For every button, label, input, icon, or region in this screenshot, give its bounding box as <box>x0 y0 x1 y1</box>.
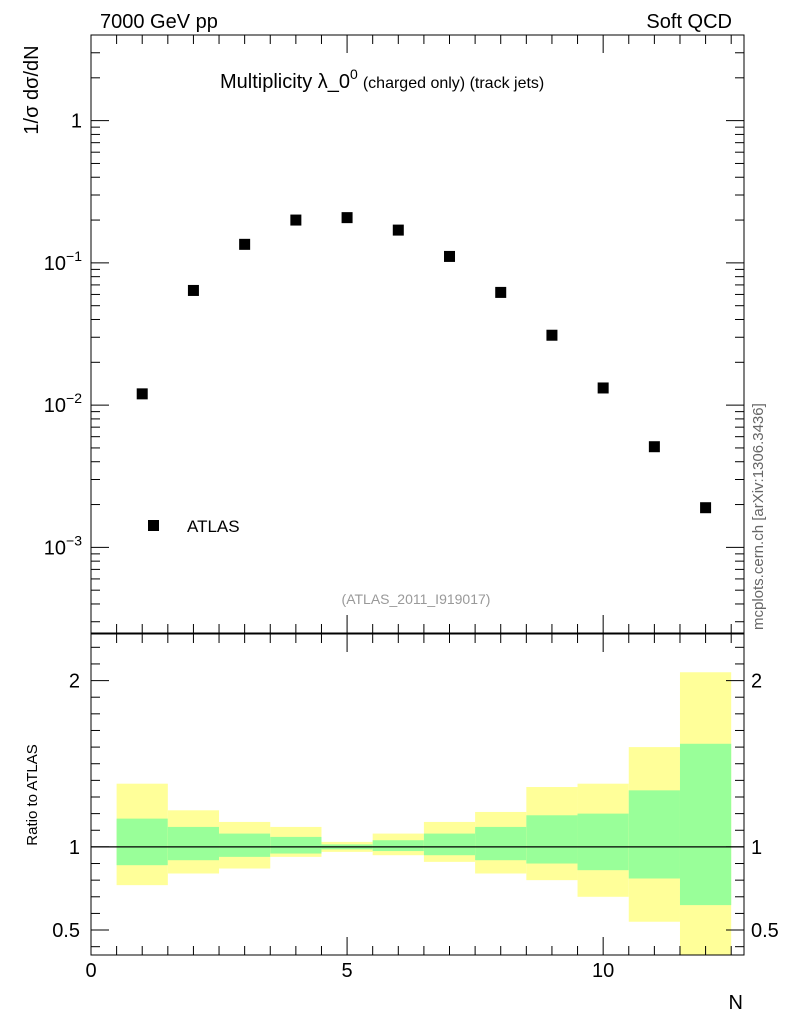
main-panel: 1 10−1 10−2 10−3 Multiplicity λ_00 (charged … <box>21 34 745 634</box>
main-frame <box>90 34 745 634</box>
ratio-y-tick-label-left: 2 <box>69 671 80 693</box>
ratio-band-inner <box>577 813 629 871</box>
ratio-band-inner <box>270 836 322 854</box>
main-y-tick-label: 10−3 <box>44 532 82 559</box>
ratio-band-inner <box>475 826 527 861</box>
x-tick-label: 5 <box>342 960 353 982</box>
data-point-atlas <box>444 250 456 262</box>
chart-title: Multiplicity λ_00 (charged only) (track j… <box>220 66 544 93</box>
ratio-y-tick-label-right: 1 <box>751 837 762 859</box>
data-point-atlas <box>136 388 148 400</box>
ratio-y-tick-label-left: 0.5 <box>52 920 80 942</box>
legend-label-atlas: ATLAS <box>187 517 240 536</box>
x-axis-label: N <box>729 992 743 1014</box>
ratio-band-inner <box>167 826 220 861</box>
side-credit-label: mcplots.cern.ch [arXiv:1306.3436] <box>750 403 767 630</box>
ratio-band-inner <box>372 840 424 852</box>
data-point-atlas <box>239 238 251 250</box>
main-y-tick-label: 10−1 <box>44 248 82 275</box>
chart-title-main: Multiplicity λ_0 <box>220 71 350 93</box>
legend: ATLAS <box>148 517 240 536</box>
ratio-band-inner <box>219 833 271 857</box>
ratio-y-tick-label-right: 2 <box>751 671 762 693</box>
data-point-atlas <box>495 286 507 298</box>
ratio-y-ticks: 0.5 0.5 1 1 2 2 <box>52 646 779 948</box>
header-energy: 7000 GeV pp <box>100 11 218 33</box>
ratio-y-label: Ratio to ATLAS <box>24 744 41 845</box>
chart-title-suffix: (charged only) (track jets) <box>363 75 544 92</box>
ratio-y-tick-label-right: 0.5 <box>751 920 779 942</box>
header-process: Soft QCD <box>646 11 732 33</box>
ratio-y-tick-label-left: 1 <box>69 837 80 859</box>
ratio-band-inner <box>526 815 578 864</box>
data-point-atlas <box>290 214 302 226</box>
data-point-atlas <box>700 502 712 514</box>
ratio-band-inner <box>116 818 168 866</box>
data-point-atlas <box>597 382 609 394</box>
data-point-atlas <box>341 212 353 224</box>
ratio-band-inner <box>423 833 476 856</box>
x-tick-label: 0 <box>85 960 96 982</box>
main-y-label: 1/σ dσ/dN <box>21 45 43 134</box>
x-tick-label: 10 <box>592 960 614 982</box>
legend-marker <box>148 520 159 531</box>
main-y-ticks: 1 10−1 10−2 10−3 <box>44 34 744 623</box>
ratio-frame <box>90 633 745 956</box>
x-axis-ticks: 0 5 10 <box>85 35 732 982</box>
main-y-tick-label: 10−2 <box>44 390 82 417</box>
data-point-atlas <box>392 224 404 236</box>
data-point-atlas <box>546 329 558 341</box>
chart-title-sup: 0 <box>350 66 358 82</box>
ratio-band-inner <box>679 743 732 906</box>
main-y-tick-label: 1 <box>71 111 82 133</box>
data-point-atlas <box>187 284 199 296</box>
ratio-panel: 0.5 0.5 1 1 2 2 Ratio to ATLAS <box>24 633 779 956</box>
ratio-band-inner <box>628 790 680 879</box>
data-point-atlas <box>648 441 660 453</box>
analysis-id: (ATLAS_2011_I919017) <box>342 591 491 607</box>
